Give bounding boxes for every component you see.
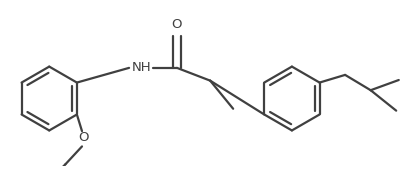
Text: O: O (172, 18, 182, 31)
Text: NH: NH (131, 61, 151, 74)
Text: O: O (78, 131, 89, 144)
